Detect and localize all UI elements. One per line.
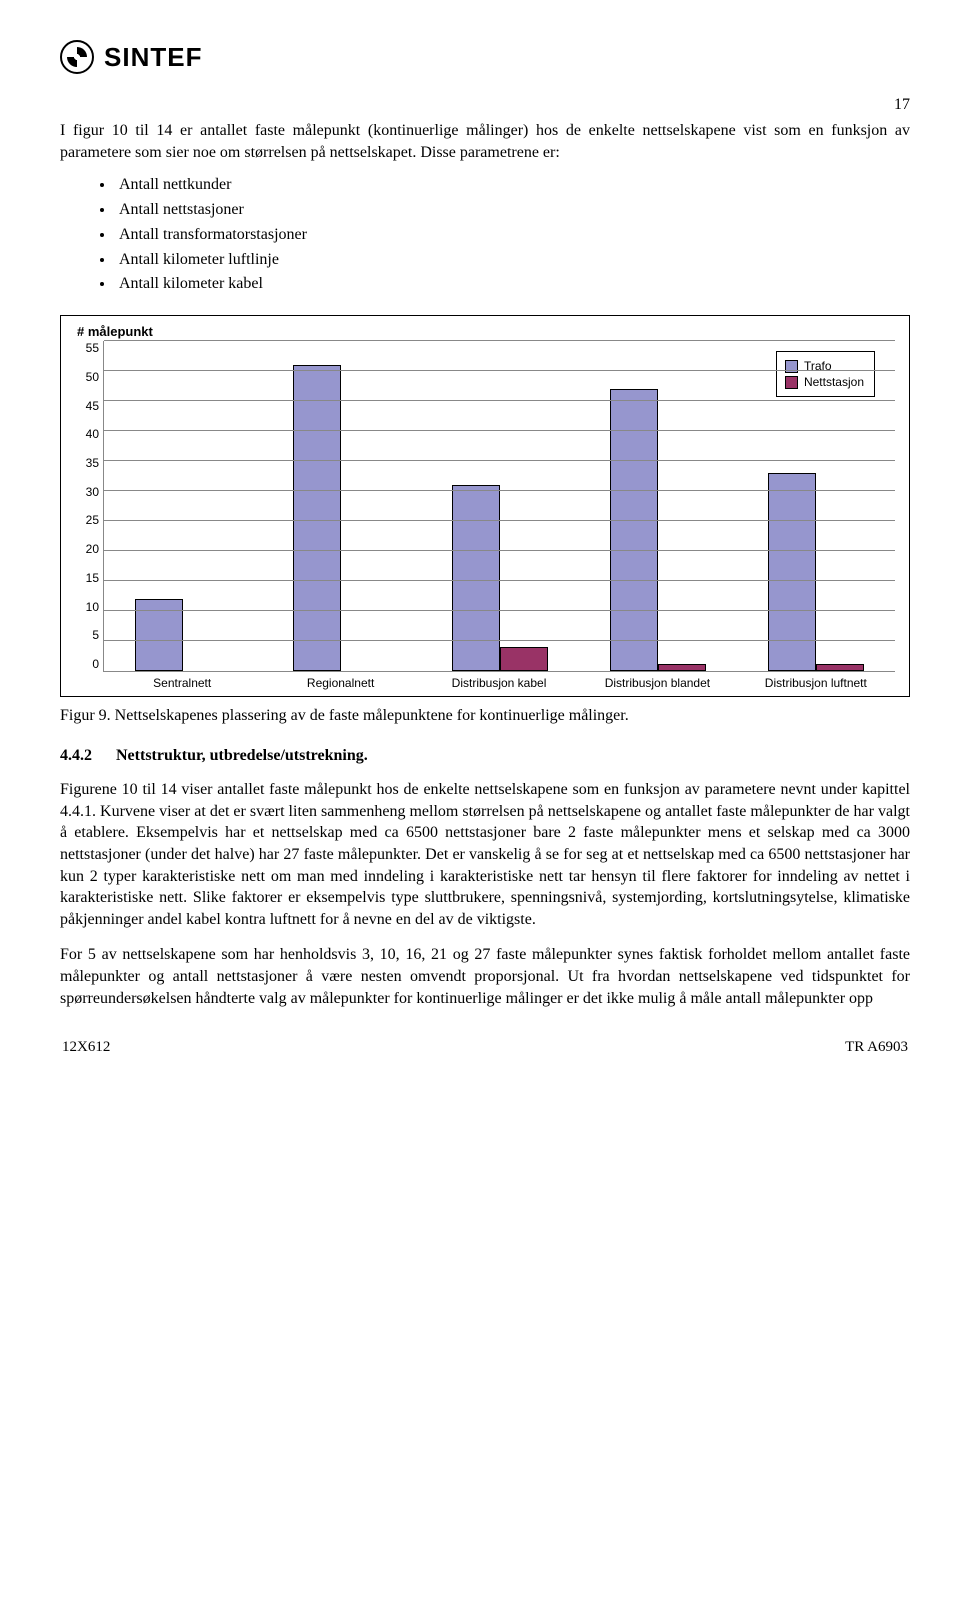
footer-right: TR A6903 [845, 1039, 908, 1056]
y-tick-label: 0 [92, 657, 99, 671]
x-tick-label: Distribusjon kabel [420, 672, 578, 690]
page-number: 17 [60, 96, 910, 114]
bar [293, 365, 341, 671]
list-item: Antall kilometer kabel [115, 272, 910, 297]
chart-x-axis: SentralnettRegionalnettDistribusjon kabe… [103, 672, 895, 690]
y-tick-label: 30 [86, 485, 99, 499]
list-item: Antall nettstasjoner [115, 198, 910, 223]
body-paragraph: For 5 av nettselskapene som har henholds… [60, 944, 910, 1009]
section-number: 4.4.2 [60, 747, 112, 765]
page-footer: 12X612 TR A6903 [60, 1039, 910, 1056]
y-tick-label: 15 [86, 571, 99, 585]
list-item: Antall kilometer luftlinje [115, 248, 910, 273]
y-tick-label: 50 [86, 370, 99, 384]
y-tick-label: 45 [86, 399, 99, 413]
legend-swatch-icon [785, 376, 798, 389]
bar [500, 647, 548, 671]
bar-group [420, 341, 578, 671]
y-tick-label: 25 [86, 513, 99, 527]
figure-caption: Figur 9. Nettselskapenes plassering av d… [60, 707, 910, 725]
bar-group [579, 341, 737, 671]
y-tick-label: 55 [86, 341, 99, 355]
bar-group [262, 341, 420, 671]
bar [768, 473, 816, 671]
chart-legend: Trafo Nettstasjon [776, 351, 875, 397]
x-tick-label: Distribusjon luftnett [737, 672, 895, 690]
chart-y-title: # målepunkt [77, 324, 895, 339]
bar-group [104, 341, 262, 671]
bar [452, 485, 500, 671]
brand-logo-icon [60, 40, 94, 74]
bar [610, 389, 658, 671]
legend-item: Nettstasjon [785, 375, 864, 389]
parameter-list: Antall nettkunder Antall nettstasjoner A… [60, 173, 910, 297]
y-tick-label: 10 [86, 600, 99, 614]
y-tick-label: 40 [86, 427, 99, 441]
body-paragraph: Figurene 10 til 14 viser antallet faste … [60, 779, 910, 930]
x-tick-label: Sentralnett [103, 672, 261, 690]
legend-label: Nettstasjon [804, 375, 864, 389]
chart-y-axis: 5550454035302520151050 [71, 341, 103, 671]
list-item: Antall transformatorstasjoner [115, 223, 910, 248]
brand-header: SINTEF [60, 40, 910, 74]
list-item: Antall nettkunder [115, 173, 910, 198]
x-tick-label: Regionalnett [261, 672, 419, 690]
x-tick-label: Distribusjon blandet [578, 672, 736, 690]
y-tick-label: 5 [92, 628, 99, 642]
y-tick-label: 35 [86, 456, 99, 470]
footer-left: 12X612 [62, 1039, 110, 1056]
section-title: Nettstruktur, utbredelse/utstrekning. [116, 747, 368, 764]
bar [816, 664, 864, 671]
brand-name: SINTEF [104, 42, 202, 73]
chart-plot-area: Trafo Nettstasjon [103, 341, 895, 672]
bar [658, 664, 706, 671]
intro-paragraph: I figur 10 til 14 er antallet faste måle… [60, 120, 910, 163]
section-heading: 4.4.2 Nettstruktur, utbredelse/utstrekni… [60, 747, 910, 765]
figure-9-chart: # målepunkt 5550454035302520151050 Trafo… [60, 315, 910, 697]
y-tick-label: 20 [86, 542, 99, 556]
